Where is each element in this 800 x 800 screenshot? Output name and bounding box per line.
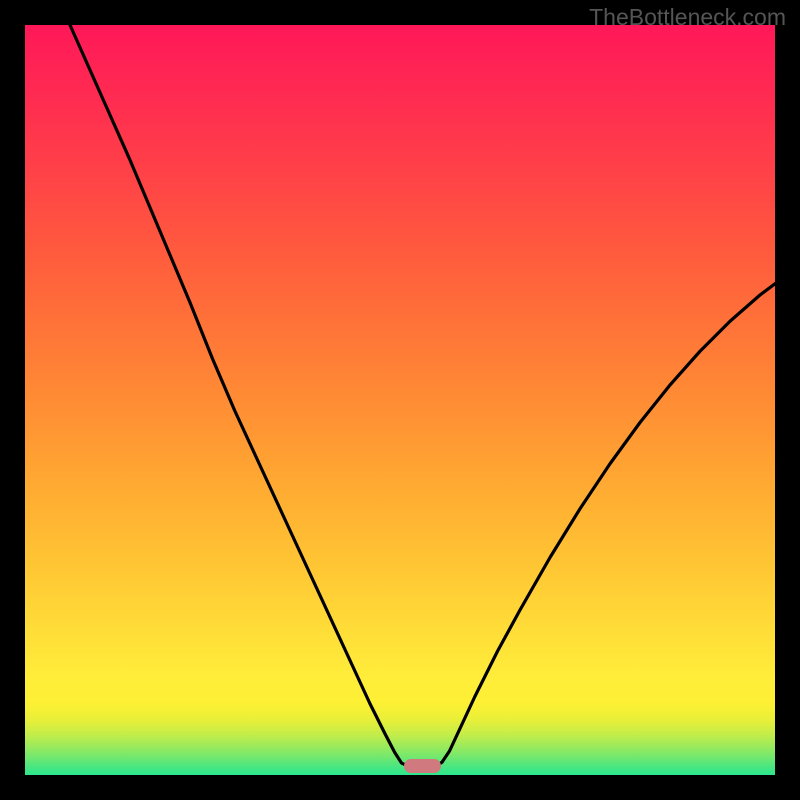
optimal-marker: [404, 759, 442, 773]
chart-frame: TheBottleneck.com: [0, 0, 800, 800]
bottleneck-curve: [70, 25, 775, 766]
chart-svg: [25, 25, 775, 775]
plot-area: [25, 25, 775, 775]
watermark-label: TheBottleneck.com: [589, 4, 786, 31]
